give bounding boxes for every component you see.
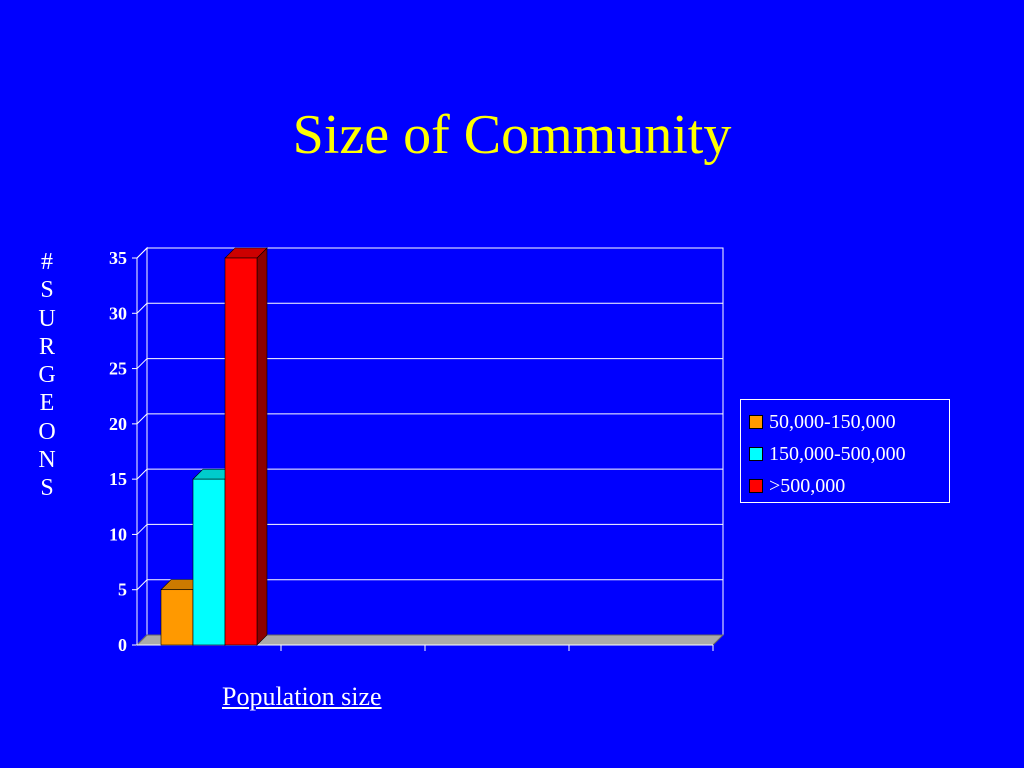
bar-side [256,247,268,646]
legend-item: 150,000-500,000 [749,438,949,470]
gridline-diagonal [136,302,148,314]
x-axis-title: Population size [222,682,382,711]
y-axis-title-char: E [39,390,55,417]
gridline-diagonal [136,524,148,535]
slide-title: Size of Community [292,104,732,166]
legend-label: >500,000 [769,474,846,497]
y-axis-title: # S U R G E O N S [30,248,64,503]
y-axis-title-char: S [40,277,54,304]
y-tick-label: 30 [109,303,127,323]
y-tick-label: 0 [118,635,127,655]
bar [160,589,194,646]
y-tick-label: 20 [109,414,127,434]
y-tick-label: 10 [109,524,127,544]
legend-swatch [749,447,763,461]
legend-swatch [749,415,763,429]
y-tick-label: 5 [118,580,127,600]
gridline-diagonal [136,358,148,369]
legend-item: 50,000-150,000 [749,406,949,438]
bar [192,478,226,646]
gridline-diagonal [136,579,148,591]
y-axis-title-char: U [38,305,56,332]
legend-label: 50,000-150,000 [769,410,896,433]
y-tick-label: 35 [109,248,127,268]
legend-swatch [749,479,763,493]
gridline-diagonal [136,413,148,425]
gridline-diagonal [136,468,148,480]
legend-label: 150,000-500,000 [769,442,906,465]
y-tick-label: 25 [109,359,127,379]
gridline-diagonal [136,247,148,259]
y-axis-title-char: S [40,475,54,502]
chart-side-wall [136,246,148,647]
legend-item: >500,000 [749,470,949,502]
y-axis-title-char: R [38,333,55,360]
chart-legend: 50,000-150,000 150,000-500,000 >500,000 [740,399,950,503]
y-axis-title-char: G [38,362,56,389]
y-tick-label: 15 [109,469,127,489]
y-axis-title-char: # [41,249,53,275]
y-axis-title-char: O [38,418,56,445]
y-axis-title-char: N [38,447,56,474]
bar [224,257,258,646]
